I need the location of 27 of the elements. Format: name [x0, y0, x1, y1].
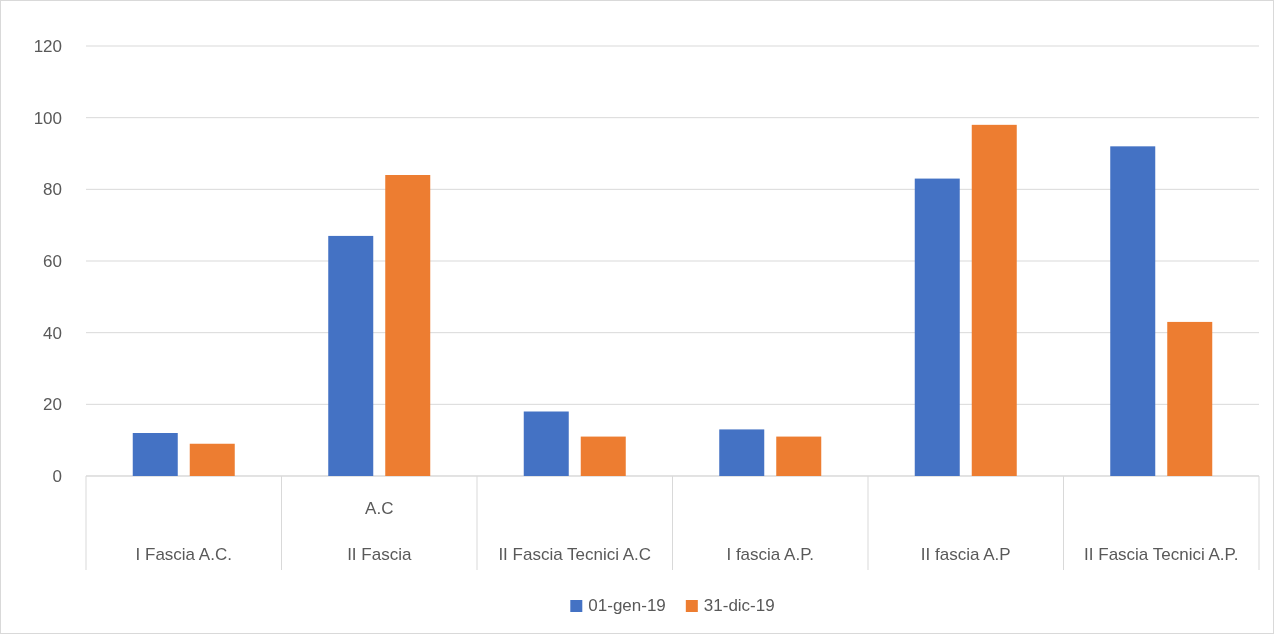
bar — [914, 178, 960, 476]
bar — [776, 436, 822, 476]
x-tick-label: II fascia A.P — [920, 545, 1011, 564]
bar — [132, 433, 178, 476]
y-tick-label: 60 — [43, 251, 62, 271]
bar — [719, 429, 765, 476]
legend-label: 31-dic-19 — [703, 596, 775, 615]
y-tick-label: 80 — [43, 180, 62, 200]
bar — [1110, 146, 1156, 476]
category-label: A.C II Fascia — [347, 499, 412, 564]
x-tick-label: I fascia A.P. — [726, 545, 815, 564]
x-tick-label: II Fascia Tecnici A.P. — [1084, 545, 1239, 564]
y-tick-label: 40 — [43, 323, 62, 343]
bar — [1167, 321, 1213, 476]
y-tick-label: 20 — [43, 395, 62, 415]
bar — [385, 175, 431, 476]
bar — [328, 235, 374, 476]
y-tick-label: 120 — [33, 36, 62, 56]
bar — [523, 411, 569, 476]
x-tick-label: II Fascia Tecnici A.C — [498, 545, 652, 564]
bar — [971, 124, 1017, 476]
legend-label: 01-gen-19 — [588, 596, 666, 615]
y-tick-label: 0 — [52, 466, 62, 486]
y-tick-label: 100 — [33, 108, 62, 128]
x-tick-label: I Fascia A.C. — [135, 545, 232, 564]
bar — [580, 436, 626, 476]
bar — [189, 443, 235, 476]
